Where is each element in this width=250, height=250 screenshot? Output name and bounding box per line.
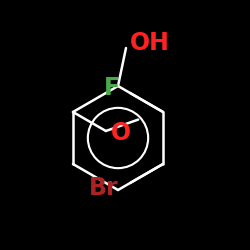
Text: Br: Br: [88, 176, 118, 200]
Text: OH: OH: [130, 31, 170, 55]
Text: O: O: [111, 121, 131, 145]
Text: F: F: [104, 76, 120, 100]
